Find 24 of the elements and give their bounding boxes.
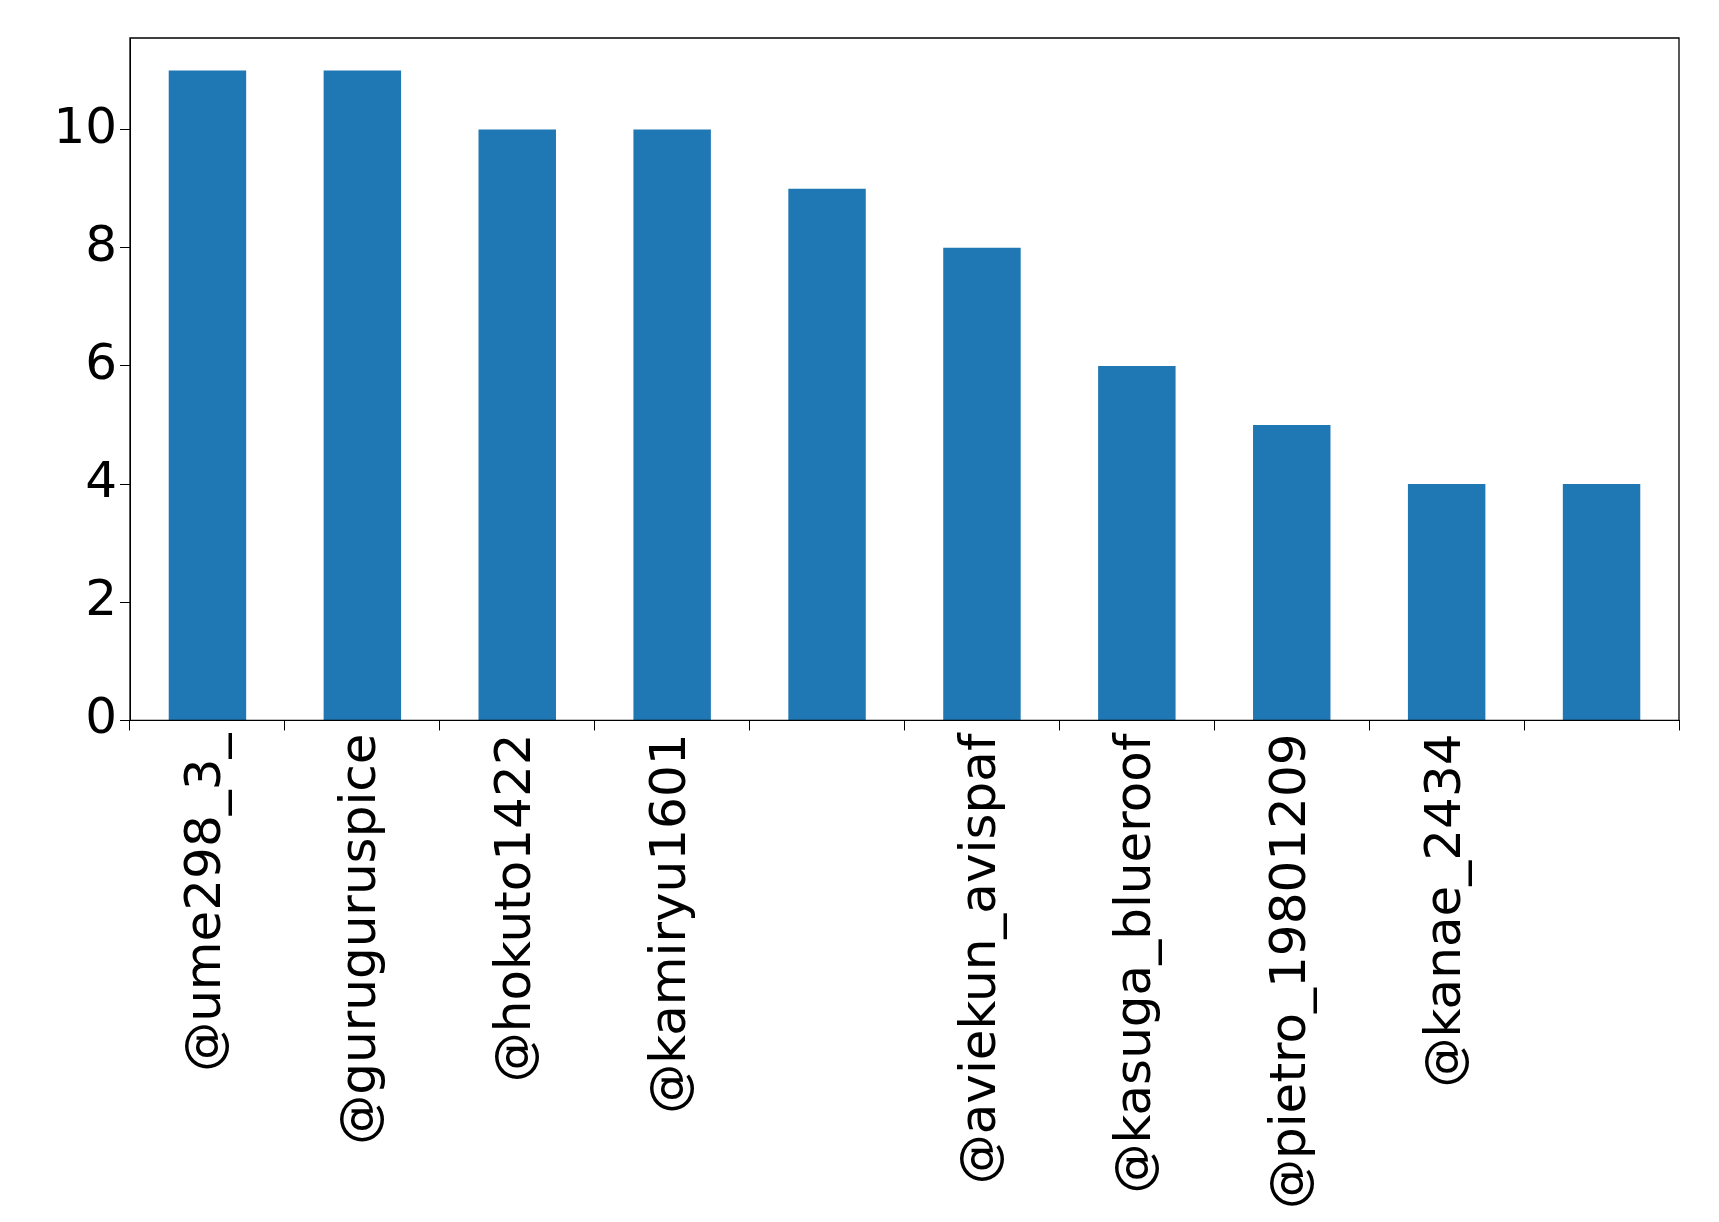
bar (1098, 365, 1176, 720)
x-tick-label: @ume298_3_ (174, 732, 233, 1072)
bar (943, 247, 1021, 720)
y-tick-label: 0 (85, 687, 117, 746)
bar (168, 70, 247, 720)
bar (633, 129, 711, 720)
y-tick-label: 6 (85, 332, 117, 391)
bar (1562, 484, 1641, 720)
x-tick-label: @hokuto1422 (484, 733, 543, 1083)
bar (788, 188, 866, 720)
bar (478, 129, 556, 720)
x-tick-label: @kamiryu1601 (639, 733, 698, 1114)
y-tick-label: 10 (53, 96, 117, 155)
bar (1253, 425, 1331, 720)
bar (1407, 484, 1486, 720)
x-tick-label: @aviekun_avispaf (948, 732, 1007, 1185)
x-tick-label: @guruguruspice (329, 733, 388, 1145)
y-tick-label: 2 (85, 569, 117, 628)
y-tick-label: 8 (85, 214, 117, 273)
bar (323, 70, 402, 720)
x-tick-label: @pietro_19801209 (1258, 733, 1317, 1210)
x-tick-label: @kanae_2434 (1413, 733, 1472, 1088)
x-tick-label: @kasuga_blueroof (1103, 732, 1162, 1194)
y-tick-label: 4 (85, 451, 117, 510)
